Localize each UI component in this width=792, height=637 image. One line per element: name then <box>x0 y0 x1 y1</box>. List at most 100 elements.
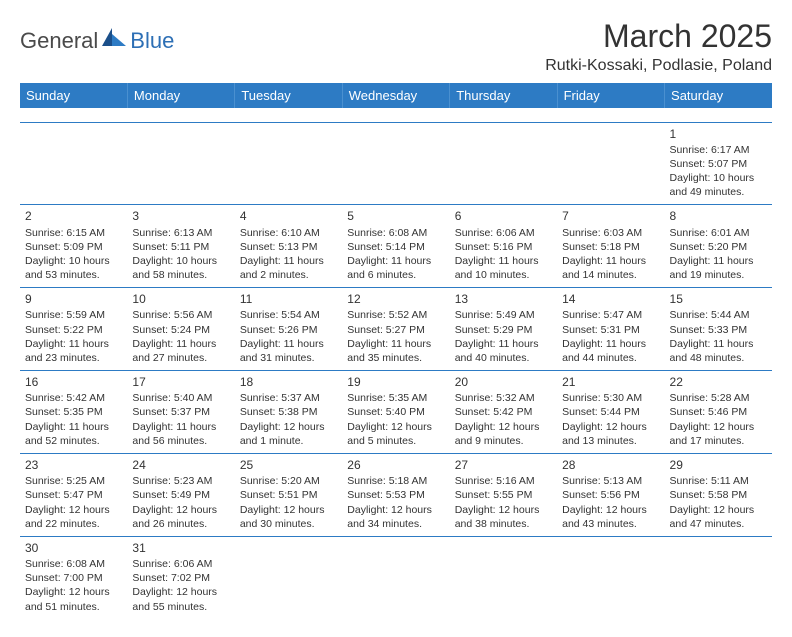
day-number: 10 <box>132 291 229 307</box>
calendar-cell: 20Sunrise: 5:32 AMSunset: 5:42 PMDayligh… <box>450 371 557 454</box>
calendar-cell: 8Sunrise: 6:01 AMSunset: 5:20 PMDaylight… <box>665 205 772 288</box>
logo-mark-icon <box>102 28 128 54</box>
daylight-line: Daylight: 11 hours and 40 minutes. <box>455 337 552 365</box>
title-block: March 2025 Rutki-Kossaki, Podlasie, Pola… <box>545 18 772 75</box>
calendar-week: 23Sunrise: 5:25 AMSunset: 5:47 PMDayligh… <box>20 454 772 537</box>
weekday-header: Sunday <box>20 83 127 108</box>
daylight-line: Daylight: 11 hours and 10 minutes. <box>455 254 552 282</box>
sunset-line: Sunset: 5:14 PM <box>347 240 444 254</box>
sunset-line: Sunset: 5:29 PM <box>455 323 552 337</box>
calendar-page: GeneralBlue March 2025 Rutki-Kossaki, Po… <box>0 0 792 637</box>
sunset-line: Sunset: 5:20 PM <box>670 240 767 254</box>
day-number: 17 <box>132 374 229 390</box>
sunrise-line: Sunrise: 5:16 AM <box>455 474 552 488</box>
calendar-cell: 30Sunrise: 6:08 AMSunset: 7:00 PMDayligh… <box>20 536 127 618</box>
daylight-line: Daylight: 12 hours and 55 minutes. <box>132 585 229 613</box>
sunset-line: Sunset: 5:27 PM <box>347 323 444 337</box>
calendar-cell <box>665 536 772 618</box>
calendar-cell <box>557 122 664 205</box>
sunrise-line: Sunrise: 5:30 AM <box>562 391 659 405</box>
calendar-week: 2Sunrise: 6:15 AMSunset: 5:09 PMDaylight… <box>20 205 772 288</box>
sunset-line: Sunset: 5:42 PM <box>455 405 552 419</box>
calendar-week: 9Sunrise: 5:59 AMSunset: 5:22 PMDaylight… <box>20 288 772 371</box>
day-number: 20 <box>455 374 552 390</box>
sunrise-line: Sunrise: 5:25 AM <box>25 474 122 488</box>
calendar-cell <box>342 536 449 618</box>
brand-logo: GeneralBlue <box>20 18 174 54</box>
sunrise-line: Sunrise: 5:37 AM <box>240 391 337 405</box>
day-number: 21 <box>562 374 659 390</box>
location: Rutki-Kossaki, Podlasie, Poland <box>545 57 772 75</box>
sunrise-line: Sunrise: 5:56 AM <box>132 308 229 322</box>
daylight-line: Daylight: 12 hours and 1 minute. <box>240 420 337 448</box>
spacer-row <box>20 108 772 122</box>
daylight-line: Daylight: 11 hours and 48 minutes. <box>670 337 767 365</box>
calendar-cell <box>127 122 234 205</box>
calendar-body: 1Sunrise: 6:17 AMSunset: 5:07 PMDaylight… <box>20 108 772 619</box>
day-number: 8 <box>670 208 767 224</box>
sunrise-line: Sunrise: 5:11 AM <box>670 474 767 488</box>
day-number: 13 <box>455 291 552 307</box>
calendar-cell <box>235 536 342 618</box>
calendar-cell: 13Sunrise: 5:49 AMSunset: 5:29 PMDayligh… <box>450 288 557 371</box>
sunset-line: Sunset: 5:22 PM <box>25 323 122 337</box>
calendar-cell: 25Sunrise: 5:20 AMSunset: 5:51 PMDayligh… <box>235 454 342 537</box>
calendar-cell <box>20 122 127 205</box>
calendar-cell: 11Sunrise: 5:54 AMSunset: 5:26 PMDayligh… <box>235 288 342 371</box>
weekday-header: Tuesday <box>235 83 342 108</box>
day-number: 12 <box>347 291 444 307</box>
calendar-cell: 14Sunrise: 5:47 AMSunset: 5:31 PMDayligh… <box>557 288 664 371</box>
sunset-line: Sunset: 5:11 PM <box>132 240 229 254</box>
day-number: 22 <box>670 374 767 390</box>
day-number: 30 <box>25 540 122 556</box>
daylight-line: Daylight: 12 hours and 22 minutes. <box>25 503 122 531</box>
sunset-line: Sunset: 5:37 PM <box>132 405 229 419</box>
calendar-cell: 16Sunrise: 5:42 AMSunset: 5:35 PMDayligh… <box>20 371 127 454</box>
sunset-line: Sunset: 5:51 PM <box>240 488 337 502</box>
sunrise-line: Sunrise: 5:20 AM <box>240 474 337 488</box>
sunset-line: Sunset: 5:07 PM <box>670 157 767 171</box>
sunrise-line: Sunrise: 5:13 AM <box>562 474 659 488</box>
calendar-week: 30Sunrise: 6:08 AMSunset: 7:00 PMDayligh… <box>20 536 772 618</box>
sunrise-line: Sunrise: 5:47 AM <box>562 308 659 322</box>
calendar-cell: 29Sunrise: 5:11 AMSunset: 5:58 PMDayligh… <box>665 454 772 537</box>
calendar-week: 1Sunrise: 6:17 AMSunset: 5:07 PMDaylight… <box>20 122 772 205</box>
sunrise-line: Sunrise: 6:06 AM <box>132 557 229 571</box>
day-number: 6 <box>455 208 552 224</box>
sunrise-line: Sunrise: 5:54 AM <box>240 308 337 322</box>
sunset-line: Sunset: 5:31 PM <box>562 323 659 337</box>
calendar-cell: 22Sunrise: 5:28 AMSunset: 5:46 PMDayligh… <box>665 371 772 454</box>
day-number: 14 <box>562 291 659 307</box>
daylight-line: Daylight: 10 hours and 58 minutes. <box>132 254 229 282</box>
sunrise-line: Sunrise: 5:32 AM <box>455 391 552 405</box>
calendar-cell: 12Sunrise: 5:52 AMSunset: 5:27 PMDayligh… <box>342 288 449 371</box>
day-number: 29 <box>670 457 767 473</box>
sunset-line: Sunset: 5:56 PM <box>562 488 659 502</box>
sunset-line: Sunset: 5:46 PM <box>670 405 767 419</box>
sunrise-line: Sunrise: 5:44 AM <box>670 308 767 322</box>
calendar-cell: 24Sunrise: 5:23 AMSunset: 5:49 PMDayligh… <box>127 454 234 537</box>
sunset-line: Sunset: 5:40 PM <box>347 405 444 419</box>
sunrise-line: Sunrise: 6:13 AM <box>132 226 229 240</box>
daylight-line: Daylight: 11 hours and 19 minutes. <box>670 254 767 282</box>
sunset-line: Sunset: 5:49 PM <box>132 488 229 502</box>
sunrise-line: Sunrise: 5:49 AM <box>455 308 552 322</box>
sunset-line: Sunset: 5:26 PM <box>240 323 337 337</box>
daylight-line: Daylight: 11 hours and 6 minutes. <box>347 254 444 282</box>
sunset-line: Sunset: 7:02 PM <box>132 571 229 585</box>
daylight-line: Daylight: 12 hours and 51 minutes. <box>25 585 122 613</box>
sunset-line: Sunset: 5:16 PM <box>455 240 552 254</box>
sunrise-line: Sunrise: 5:35 AM <box>347 391 444 405</box>
calendar-cell: 9Sunrise: 5:59 AMSunset: 5:22 PMDaylight… <box>20 288 127 371</box>
sunset-line: Sunset: 5:55 PM <box>455 488 552 502</box>
daylight-line: Daylight: 11 hours and 2 minutes. <box>240 254 337 282</box>
daylight-line: Daylight: 11 hours and 23 minutes. <box>25 337 122 365</box>
daylight-line: Daylight: 11 hours and 52 minutes. <box>25 420 122 448</box>
calendar-cell: 26Sunrise: 5:18 AMSunset: 5:53 PMDayligh… <box>342 454 449 537</box>
weekday-header: Saturday <box>665 83 772 108</box>
daylight-line: Daylight: 11 hours and 44 minutes. <box>562 337 659 365</box>
calendar-cell: 2Sunrise: 6:15 AMSunset: 5:09 PMDaylight… <box>20 205 127 288</box>
daylight-line: Daylight: 10 hours and 53 minutes. <box>25 254 122 282</box>
weekday-header: Monday <box>127 83 234 108</box>
day-number: 19 <box>347 374 444 390</box>
